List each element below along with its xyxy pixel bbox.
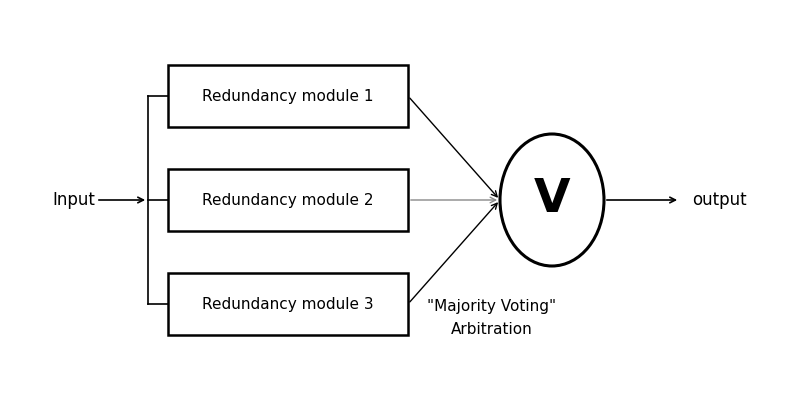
Text: Redundancy module 3: Redundancy module 3 (202, 296, 374, 312)
Bar (168, 169, 408, 231)
Text: Redundancy module 2: Redundancy module 2 (202, 192, 374, 208)
Bar (168, 65, 408, 127)
Bar (168, 273, 408, 335)
Text: "Majority Voting": "Majority Voting" (427, 298, 557, 314)
Text: Input: Input (52, 191, 95, 209)
Text: output: output (692, 191, 746, 209)
Text: Redundancy module 1: Redundancy module 1 (202, 88, 374, 104)
Text: V: V (534, 178, 570, 222)
Text: Arbitration: Arbitration (451, 322, 533, 338)
Ellipse shape (500, 134, 604, 266)
